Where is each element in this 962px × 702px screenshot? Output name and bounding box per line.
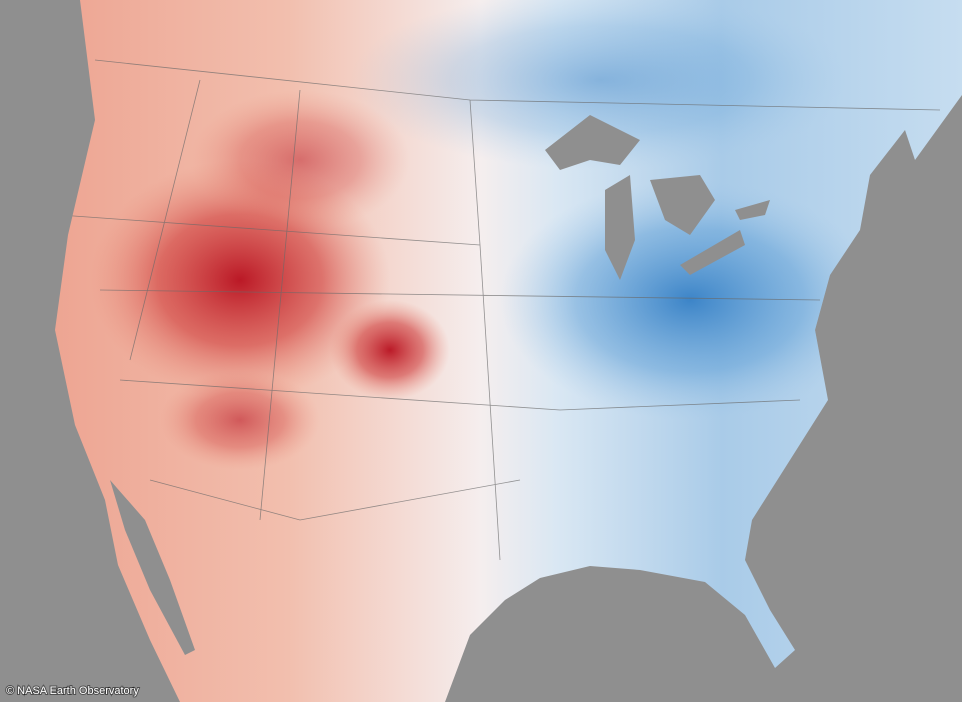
credit: © NASA Earth Observatory bbox=[6, 685, 139, 697]
gulf-of-california bbox=[110, 480, 195, 655]
lake-erie bbox=[680, 230, 745, 275]
lake-huron bbox=[650, 175, 715, 235]
lake-superior bbox=[545, 115, 640, 170]
lake-ontario bbox=[735, 200, 770, 220]
lake-michigan bbox=[605, 175, 635, 280]
